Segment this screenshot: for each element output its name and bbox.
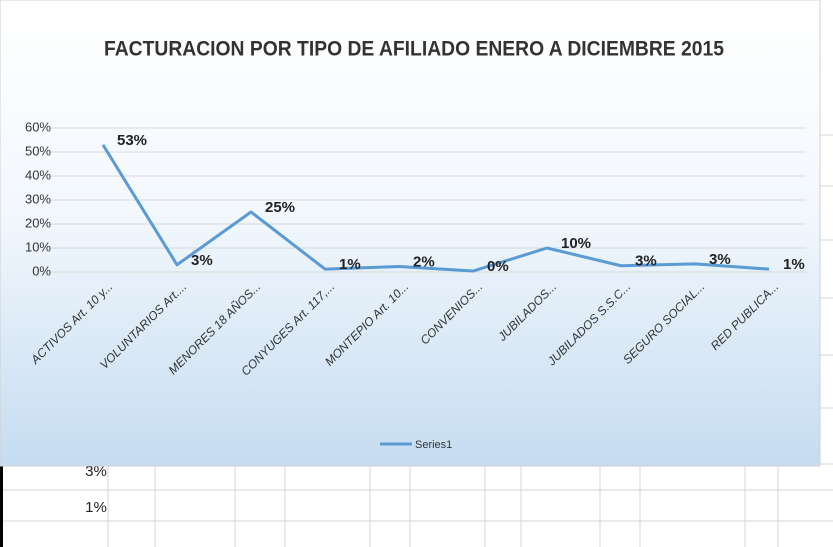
legend-label: Series1: [415, 439, 452, 451]
data-label: 1%: [783, 256, 805, 273]
chart: FACTURACION POR TIPO DE AFILIADO ENERO A…: [0, 0, 821, 467]
chart-title: FACTURACION POR TIPO DE AFILIADO ENERO A…: [104, 38, 724, 61]
chart-area: [0, 0, 821, 467]
data-label: 0%: [487, 258, 509, 275]
data-label: 10%: [561, 235, 591, 252]
data-label: 53%: [117, 132, 147, 149]
series-line: [101, 144, 770, 273]
data-label: 25%: [265, 199, 295, 216]
cell-text: 3%: [85, 463, 107, 480]
y-tick-label: 10%: [25, 239, 51, 254]
data-label: 3%: [191, 252, 213, 269]
y-tick-label: 0%: [32, 263, 51, 278]
cell-text: 1%: [85, 499, 107, 516]
data-label: 2%: [413, 253, 435, 270]
y-tick-label: 60%: [25, 119, 51, 134]
data-label: 3%: [635, 253, 657, 270]
data-label: 3%: [709, 251, 731, 268]
y-tick-label: 40%: [25, 167, 51, 182]
y-tick-label: 20%: [25, 215, 51, 230]
data-label: 1%: [339, 256, 361, 273]
y-tick-label: 30%: [25, 191, 51, 206]
y-tick-label: 50%: [25, 143, 51, 158]
